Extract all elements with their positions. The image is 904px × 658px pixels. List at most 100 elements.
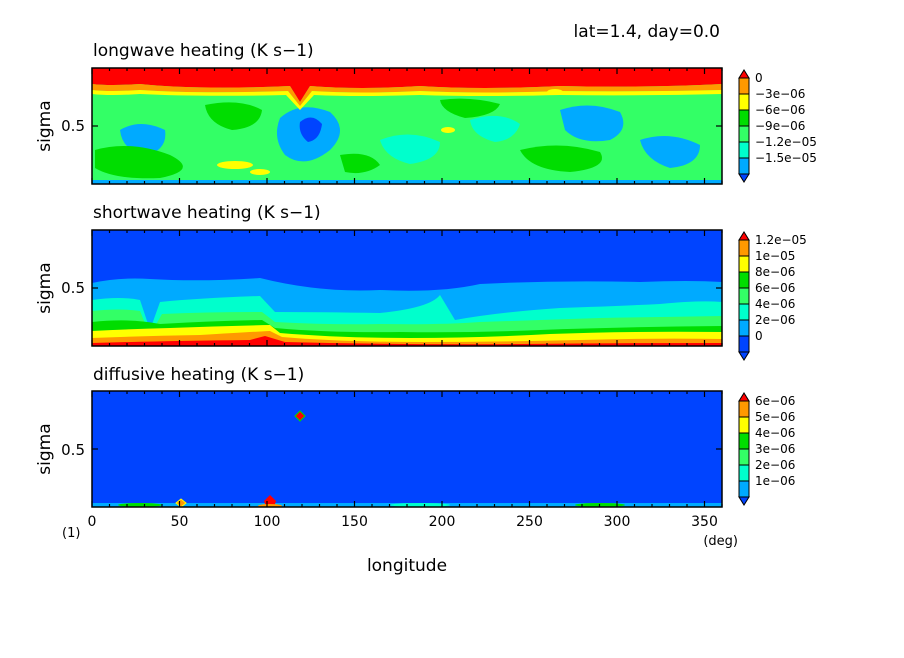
legend-label: −3e−06 [755,87,805,101]
panel-title-shortwave: shortwave heating (K s−1) [93,203,321,223]
longwave-yellow-spot [217,161,253,169]
legend-swatch [738,335,750,353]
longwave-green-patch [340,153,380,174]
x-tick-label: 200 [429,514,456,530]
panel-longwave: longwave heating (K s−1) sigma 0.5 [35,41,817,185]
x-tick-label: 0 [88,514,97,530]
longwave-orange-band [92,84,722,106]
legend-label: 5e−06 [755,410,795,424]
legend-swatch [738,141,750,159]
longwave-green-patch [205,102,262,130]
legend-cap [738,231,750,241]
diffusive-hotspot [294,410,306,422]
legend-swatch [738,432,750,450]
legend-label: 1.2e−05 [755,233,807,247]
legend-label: 0 [755,329,763,343]
legend-swatch [738,448,750,466]
longwave-green-patch [520,145,602,172]
legend-label: −1.5e−05 [755,151,817,165]
x-tick-label: 300 [604,514,631,530]
legend-swatch [738,255,750,273]
heatmap-shortwave [92,230,722,346]
legend-label: 1e−05 [755,249,795,263]
legend-swatch [738,109,750,127]
x-ticks-diffusive [91,391,723,507]
longwave-yellow-spot [250,169,270,175]
longwave-green-patch [440,98,500,118]
legend-cap [738,392,750,402]
figure-header: lat=1.4, day=0.0 [574,22,720,42]
longwave-yellow-spot [441,127,455,133]
legend-swatch [738,93,750,111]
longwave-sky-region [560,105,624,142]
legend-label: 4e−06 [755,297,795,311]
y-axis-label-diffusive: sigma [35,423,55,474]
x-tick-labels: 0 50 100 150 200 250 300 350 [88,514,718,530]
x-axis-label: longitude [367,556,447,576]
x-ticks-shortwave [91,230,723,346]
diffusive-aqua-spot [390,503,450,507]
legend-label: 3e−06 [755,442,795,456]
legend-diffusive: 6e−06 5e−06 4e−06 3e−06 2e−06 1e−06 [738,392,795,506]
diffusive-green-spot [118,503,162,507]
longwave-aqua-region [380,134,440,164]
diffusive-base-fill [92,391,722,507]
legend-swatch [738,319,750,337]
legend-swatch [738,416,750,434]
legend-label: 8e−06 [755,265,795,279]
frame-number: (1) [62,526,80,541]
legend-label: 4e−06 [755,426,795,440]
longwave-blue-core [299,117,322,142]
legend-cap [738,69,750,79]
legend-label: −9e−06 [755,119,805,133]
x-tick-label: 150 [341,514,368,530]
legend-swatch [738,77,750,95]
longwave-green-patch [95,146,183,179]
legend-label: 6e−06 [755,394,795,408]
legend-label: −6e−06 [755,103,805,117]
legend-swatch [738,287,750,305]
panel-title-longwave: longwave heating (K s−1) [93,41,314,61]
legend-label: 1e−06 [755,474,795,488]
y-tick-label-diffusive: 0.5 [61,441,85,459]
legend-cap [738,173,750,183]
panel-shortwave: shortwave heating (K s−1) sigma 0.5 1.2e… [35,203,807,361]
legend-longwave: 0 −3e−06 −6e−06 −9e−06 −1.2e−05 −1.5e−05 [738,69,817,183]
legend-swatch [738,157,750,175]
legend-label: 2e−06 [755,458,795,472]
legend-swatch [738,480,750,498]
heatmap-longwave [92,68,722,184]
legend-label: 6e−06 [755,281,795,295]
x-axis-unit: (deg) [703,534,738,549]
panel-diffusive: diffusive heating (K s−1) sigma 0.5 6e−0… [35,365,795,508]
x-tick-label: 350 [691,514,718,530]
x-tick-label: 100 [254,514,281,530]
longwave-yellow-spot [547,89,563,95]
y-axis-label-shortwave: sigma [35,262,55,313]
longwave-aqua-region [470,115,520,142]
legend-swatch [738,400,750,418]
x-tick-label: 50 [171,514,189,530]
legend-label: 2e−06 [755,313,795,327]
panel-title-diffusive: diffusive heating (K s−1) [93,365,304,385]
legend-label: −1.2e−05 [755,135,817,149]
y-tick-label-longwave: 0.5 [61,117,85,135]
heatmap-diffusive [92,391,722,507]
y-tick-label-shortwave: 0.5 [61,279,85,297]
legend-swatch [738,125,750,143]
legend-cap [738,351,750,361]
legend-swatch [738,464,750,482]
legend-swatch [738,303,750,321]
y-axis-label-longwave: sigma [35,100,55,151]
legend-cap [738,496,750,506]
longwave-red-band [92,68,722,102]
legend-swatch [738,271,750,289]
legend-label: 0 [755,71,763,85]
legend-shortwave: 1.2e−05 1e−05 8e−06 6e−06 4e−06 2e−06 0 [738,231,807,361]
longwave-yellow-band [92,90,722,110]
x-tick-label: 250 [516,514,543,530]
x-ticks-longwave [91,68,723,184]
legend-swatch [738,239,750,257]
